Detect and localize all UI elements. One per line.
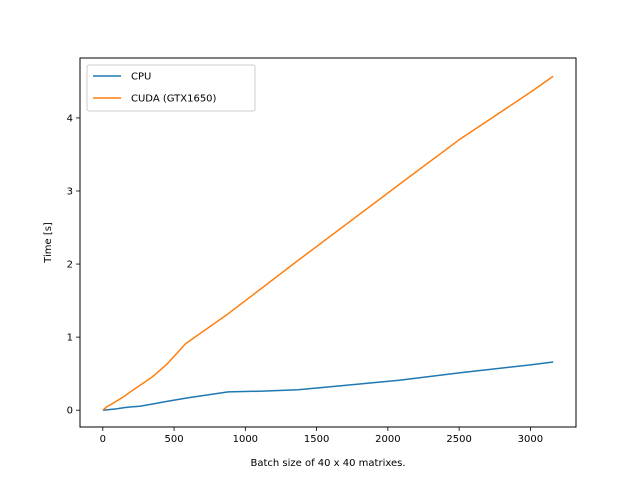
y-tick-label-4: 4 [67,113,73,124]
x-tick-label-6: 3000 [518,434,543,445]
plot-area-frame [79,57,577,428]
x-tick-label-0: 0 [100,434,106,445]
y-tick-label-3: 3 [67,186,73,197]
x-axis-label: Batch size of 40 x 40 matrixes. [250,458,405,469]
legend-label-cpu: CPU [131,72,151,83]
y-tick-label-0: 0 [67,406,73,417]
y-axis: 0 1 2 3 4 [67,113,80,417]
y-axis-label: Time [s] [43,222,54,264]
x-tick-label-3: 1500 [304,434,329,445]
legend: CPU CUDA (GTX1650) [86,64,256,112]
legend-label-cuda: CUDA (GTX1650) [131,94,217,105]
y-tick-label-1: 1 [67,333,73,344]
x-axis: 0 500 1000 1500 2000 2500 3000 [100,427,543,445]
y-tick-label-2: 2 [67,260,73,271]
legend-box [86,64,256,112]
x-tick-label-4: 2000 [375,434,400,445]
x-tick-label-5: 2500 [446,434,471,445]
x-tick-label-2: 1000 [233,434,258,445]
series-line-1 [102,75,554,411]
series-layer [102,75,554,411]
x-tick-label-1: 500 [165,434,184,445]
